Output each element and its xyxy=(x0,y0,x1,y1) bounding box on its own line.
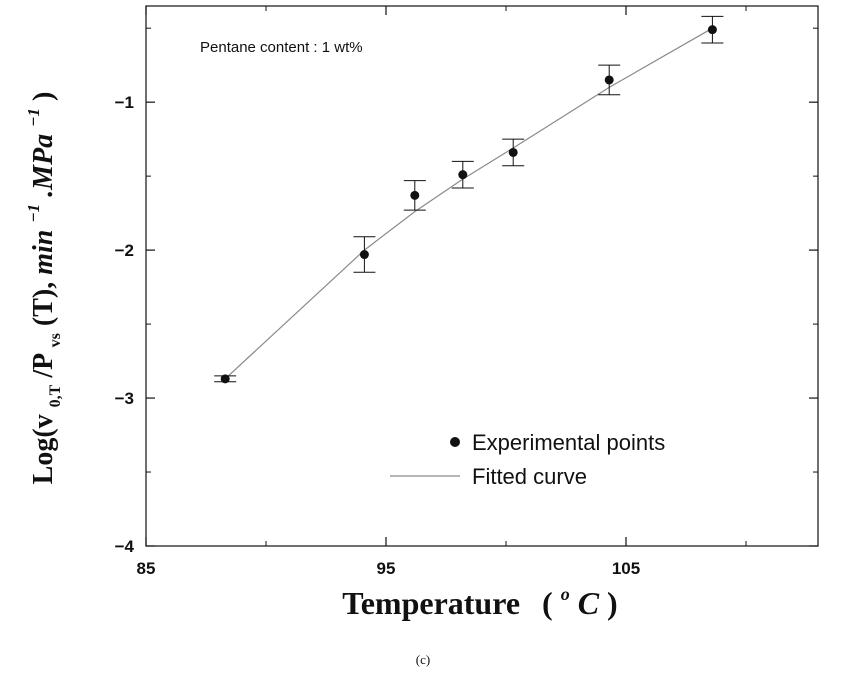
fitted-curve-line xyxy=(224,27,713,380)
data-point xyxy=(214,374,237,384)
y-axis-title: Log(v 0,T /P vs (T), min −1 .MPa −1 ) xyxy=(15,92,67,485)
data-point xyxy=(451,160,474,189)
plot-frame xyxy=(145,5,819,547)
point-marker xyxy=(604,75,614,85)
legend-marker-experimental xyxy=(450,437,460,447)
x-tick-label: 95 xyxy=(377,559,396,578)
figure-caption: (c) xyxy=(416,652,430,667)
experimental-points xyxy=(214,15,724,384)
point-marker xyxy=(359,250,369,260)
y-tick-label: −4 xyxy=(115,537,135,556)
data-point xyxy=(701,15,724,44)
point-marker xyxy=(458,170,468,180)
data-point xyxy=(598,64,621,96)
point-marker xyxy=(220,374,230,384)
y-tick-label: −1 xyxy=(115,93,134,112)
data-point xyxy=(353,236,376,273)
y-axis-ticks: −1 −2 −3 −4 xyxy=(115,27,818,556)
legend-label-fitted: Fitted curve xyxy=(472,464,587,489)
y-tick-label: −2 xyxy=(115,241,134,260)
x-tick-label: 105 xyxy=(612,559,640,578)
legend-label-experimental: Experimental points xyxy=(472,430,665,455)
x-axis-ticks: 85 95 105 xyxy=(137,6,747,578)
x-axis-title: Temperature ( o C ) xyxy=(342,571,617,621)
x-tick-label: 85 xyxy=(137,559,156,578)
data-point xyxy=(502,138,525,167)
point-marker xyxy=(707,25,717,35)
legend: Experimental points Fitted curve xyxy=(390,430,665,489)
point-marker xyxy=(508,147,518,157)
point-marker xyxy=(410,190,420,200)
data-point xyxy=(403,180,426,211)
annotation: Pentane content : 1 wt% xyxy=(200,39,363,56)
y-tick-label: −3 xyxy=(115,389,134,408)
